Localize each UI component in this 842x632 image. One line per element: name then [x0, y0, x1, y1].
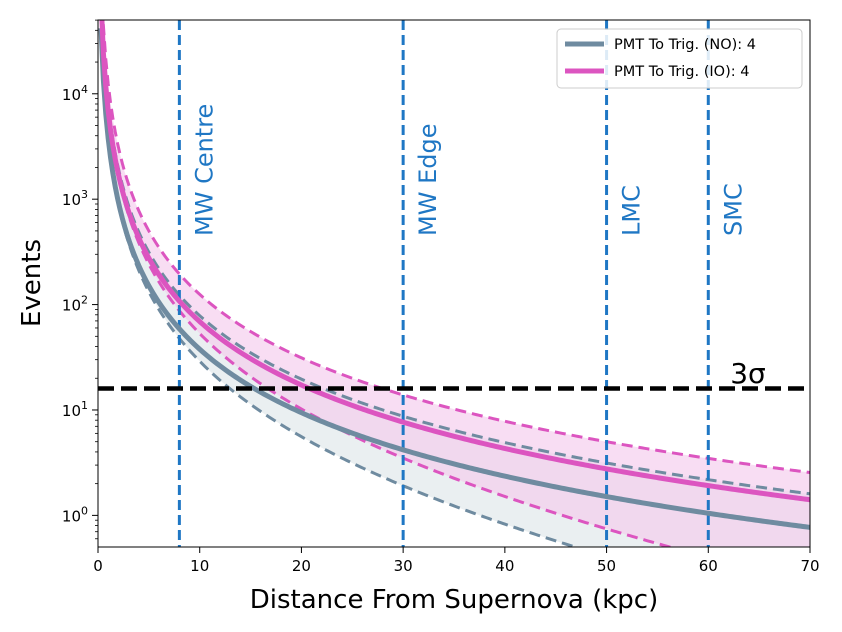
upper-bound-series-1 [101, 20, 810, 474]
reference-lines [177, 20, 710, 547]
bound-lines [99, 20, 810, 547]
y-tick-label-2: 102 [62, 294, 88, 315]
x-tick-label-5: 50 [597, 557, 616, 575]
line-series-0 [98, 28, 810, 530]
x-axis-label: Distance From Supernova (kpc) [250, 585, 658, 615]
x-tick-label-4: 40 [495, 557, 514, 575]
lower-bound-series-0 [99, 28, 581, 547]
vline-label-0: MW Centre [190, 104, 218, 236]
y-tick-label-0: 100 [62, 504, 88, 525]
lower-bound-series-1 [100, 20, 676, 547]
threshold-label: 3σ [730, 357, 766, 390]
plot-frame [97, 19, 811, 548]
x-tick-label-2: 20 [292, 557, 311, 575]
legend-label-0: PMT To Trig. (NO): 4 [614, 37, 756, 53]
legend-label-1: PMT To Trig. (IO): 4 [614, 64, 749, 80]
series-lines [98, 20, 810, 530]
line-series-1 [99, 20, 810, 503]
x-tick-label-6: 60 [699, 557, 718, 575]
y-axis-label: Events [17, 239, 47, 327]
legend-box [556, 28, 803, 89]
upper-bound-series-0 [100, 20, 810, 496]
axis-ticks: 0 10 20 30 40 50 60 70 100 101 102 103 104 [62, 19, 820, 575]
uncertainty-bands [101, 20, 810, 547]
reference-line-labels: MW Centre MW Edge LMC SMC [190, 104, 747, 236]
x-tick-label-7: 70 [800, 557, 819, 575]
vline-label-3: SMC [719, 183, 747, 236]
x-tick-label-0: 0 [93, 557, 103, 575]
band-series-1 [101, 20, 810, 547]
x-tick-label-3: 30 [394, 557, 413, 575]
band-series-0 [101, 20, 810, 547]
vline-label-2: LMC [618, 185, 646, 236]
legend: PMT To Trig. (NO): 4 PMT To Trig. (IO): 4 [556, 28, 803, 89]
x-tick-label-1: 10 [190, 557, 209, 575]
y-tick-label-4: 104 [62, 83, 88, 104]
vline-label-1: MW Edge [414, 124, 442, 236]
y-tick-label-3: 103 [62, 188, 88, 209]
y-tick-label-1: 101 [62, 399, 88, 420]
